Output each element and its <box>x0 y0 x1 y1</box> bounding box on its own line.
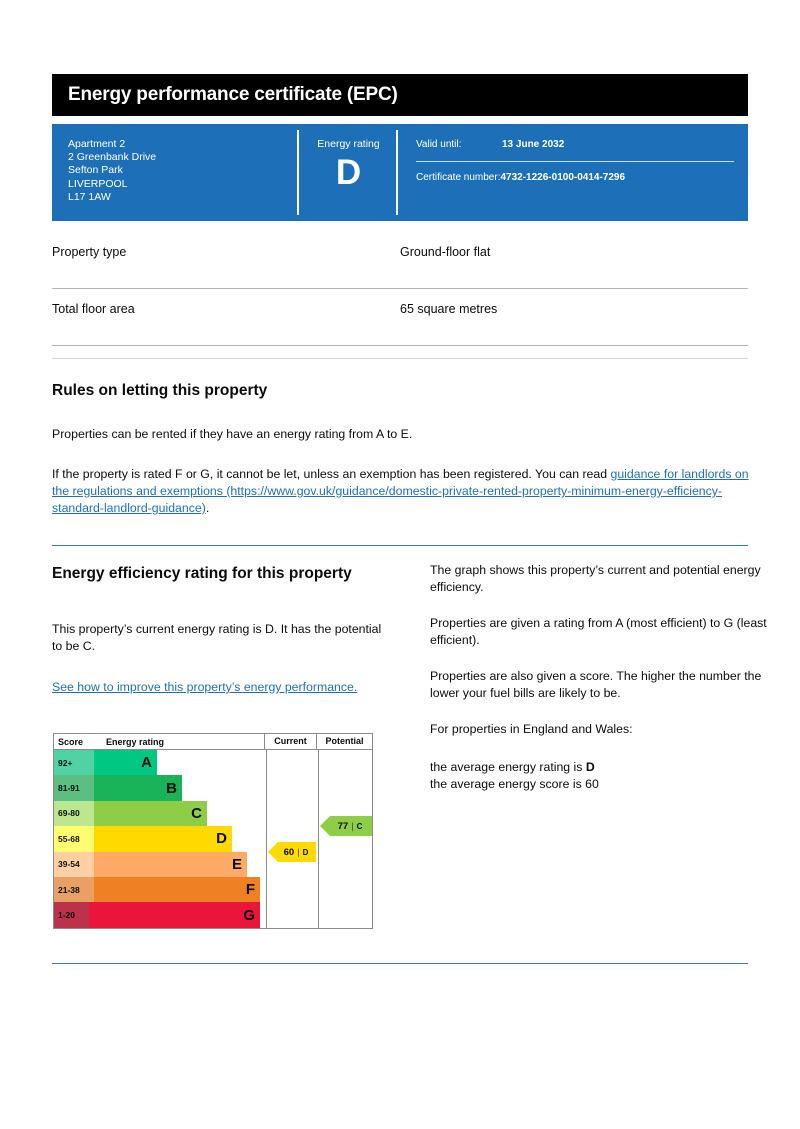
table-row: Property type Ground-floor flat <box>52 233 748 289</box>
england-wales-averages: the average energy rating is D the avera… <box>430 759 770 793</box>
band-score-range: 81-91 <box>54 775 94 801</box>
letting-rules-heading: Rules on letting this property <box>52 382 268 399</box>
england-wales-intro: For properties in England and Wales: <box>430 722 633 736</box>
band-bar-e: E <box>94 851 247 877</box>
certificate-number-row: Certificate number: 4732-1226-0100-0414-… <box>416 171 734 185</box>
graph-body: 92+ A 81-91 B 69-80 C 55-68 D 39-54 E 21-38 F 1-20 G … <box>54 750 372 928</box>
band-score-range: 69-80 <box>54 800 94 827</box>
landlord-guidance-link-text: guidance for landlords on the regulation… <box>52 467 749 498</box>
graph-column-header-score: Score <box>58 736 84 747</box>
band-score-range: 92+ <box>54 750 94 776</box>
marker-separator: | <box>297 847 300 857</box>
certificate-number-value: 4732-1226-0100-0414-7296 <box>500 172 626 183</box>
current-score: 60 <box>283 846 295 858</box>
marker-separator: | <box>351 821 354 831</box>
graph-band-row: 55-68 D <box>54 826 260 852</box>
landlord-guidance-link[interactable]: guidance for landlords on the regulation… <box>52 467 749 515</box>
graph-column-header-potential: Potential <box>316 734 372 749</box>
energy-efficiency-graph: Score Energy rating Current Potential 92… <box>53 733 373 929</box>
energy-efficiency-heading: Energy efficiency rating for this proper… <box>52 565 352 582</box>
band-score-range: 21-38 <box>54 876 94 903</box>
improve-performance-link[interactable]: See how to improve this property’s energ… <box>52 680 358 694</box>
valid-until-label: Valid until: <box>416 139 462 150</box>
average-score-label: the average energy score is <box>430 777 586 791</box>
section-divider <box>52 545 748 546</box>
certificate-number-label: Certificate number: <box>416 172 501 183</box>
graph-column-header-current: Current <box>264 734 316 749</box>
valid-until-value: 13 June 2032 <box>502 139 565 150</box>
band-bar-f: F <box>94 876 260 903</box>
average-rating-label: the average energy rating is <box>430 760 586 774</box>
energy-rating-value: D <box>335 153 362 192</box>
graph-band-row: 21-38 F <box>54 876 260 903</box>
landlord-guidance-link-url: (https://www.gov.uk/guidance/domestic-pr… <box>52 484 723 515</box>
letting-paragraph-2-tail: . <box>205 501 210 515</box>
graph-explanation-paragraph-3: Properties are also given a score. The h… <box>430 669 762 700</box>
graph-explanation-paragraph-2: Properties are given a rating from A (mo… <box>430 616 767 647</box>
section-divider <box>52 963 748 964</box>
letting-rules-paragraph-2: If the property is rated F or G, it cann… <box>52 466 752 517</box>
table-row: Total floor area 65 square metres <box>52 290 748 346</box>
current-band: D <box>302 847 309 857</box>
property-type-value: Ground-floor flat <box>400 245 491 259</box>
energy-rating-label: Energy rating <box>317 138 380 150</box>
average-rating-value: D <box>585 760 595 774</box>
page-title: Energy performance certificate (EPC) <box>68 84 398 105</box>
vertical-divider <box>396 130 398 215</box>
energy-rating-block: Energy rating D <box>299 124 398 221</box>
band-bar-c: C <box>94 800 207 827</box>
document-title-banner: Energy performance certificate (EPC) <box>52 74 748 116</box>
property-address-block: Apartment 2 2 Greenbank Drive Sefton Par… <box>52 124 299 221</box>
graph-band-row: 81-91 B <box>54 775 260 801</box>
graph-column-divider <box>266 750 267 928</box>
current-rating-marker: 60 | D <box>268 842 316 862</box>
potential-rating-marker: 77 | C <box>320 816 372 836</box>
total-floor-area-value: 65 square metres <box>400 302 498 316</box>
section-divider <box>52 358 748 359</box>
potential-band: C <box>356 821 363 831</box>
address-line: 2 Greenbank Drive <box>68 151 157 164</box>
band-bar-d: D <box>94 826 232 852</box>
average-score-value: 60 <box>585 777 599 791</box>
graph-band-list: 92+ A 81-91 B 69-80 C 55-68 D 39-54 E 21-38 F 1-20 G <box>54 750 260 928</box>
graph-column-divider <box>318 750 319 928</box>
graph-column-header-rating: Energy rating <box>106 736 165 747</box>
band-bar-b: B <box>94 775 182 801</box>
vertical-divider <box>297 130 299 215</box>
band-score-range: 55-68 <box>54 826 94 852</box>
total-floor-area-label: Total floor area <box>52 302 135 316</box>
address-line: L17 1AW <box>68 190 111 203</box>
certificate-summary-band: Apartment 2 2 Greenbank Drive Sefton Par… <box>52 124 748 221</box>
valid-until-row: Valid until: 13 June 2032 <box>416 138 734 152</box>
graph-band-row: 92+ A <box>54 750 260 776</box>
letting-rules-paragraph-1: Properties can be rented if they have an… <box>52 427 413 441</box>
address-line: Apartment 2 <box>68 138 126 150</box>
graph-band-row: 1-20 G <box>54 902 260 928</box>
meta-divider <box>416 161 734 162</box>
current-rating-statement: This property’s current energy rating is… <box>52 622 382 653</box>
band-bar-a: A <box>94 750 157 776</box>
band-bar-g: G <box>89 902 260 928</box>
improve-performance-paragraph: See how to improve this property’s energ… <box>52 679 382 696</box>
graph-band-row: 39-54 E <box>54 851 260 877</box>
potential-score: 77 <box>337 820 349 832</box>
graph-band-row: 69-80 C <box>54 800 260 827</box>
band-score-range: 39-54 <box>54 851 94 877</box>
letting-paragraph-2-text: If the property is rated F or G, it cann… <box>52 467 611 481</box>
property-type-label: Property type <box>52 245 127 259</box>
band-score-range: 1-20 <box>54 902 90 928</box>
address-line: Sefton Park <box>68 164 123 177</box>
graph-header-row: Score Energy rating Current Potential <box>54 734 372 750</box>
graph-explanation-paragraph-1: The graph shows this property’s current … <box>430 563 761 594</box>
address-line: LIVERPOOL <box>68 177 128 190</box>
certificate-meta-block: Valid until: 13 June 2032 Certificate nu… <box>398 124 748 221</box>
